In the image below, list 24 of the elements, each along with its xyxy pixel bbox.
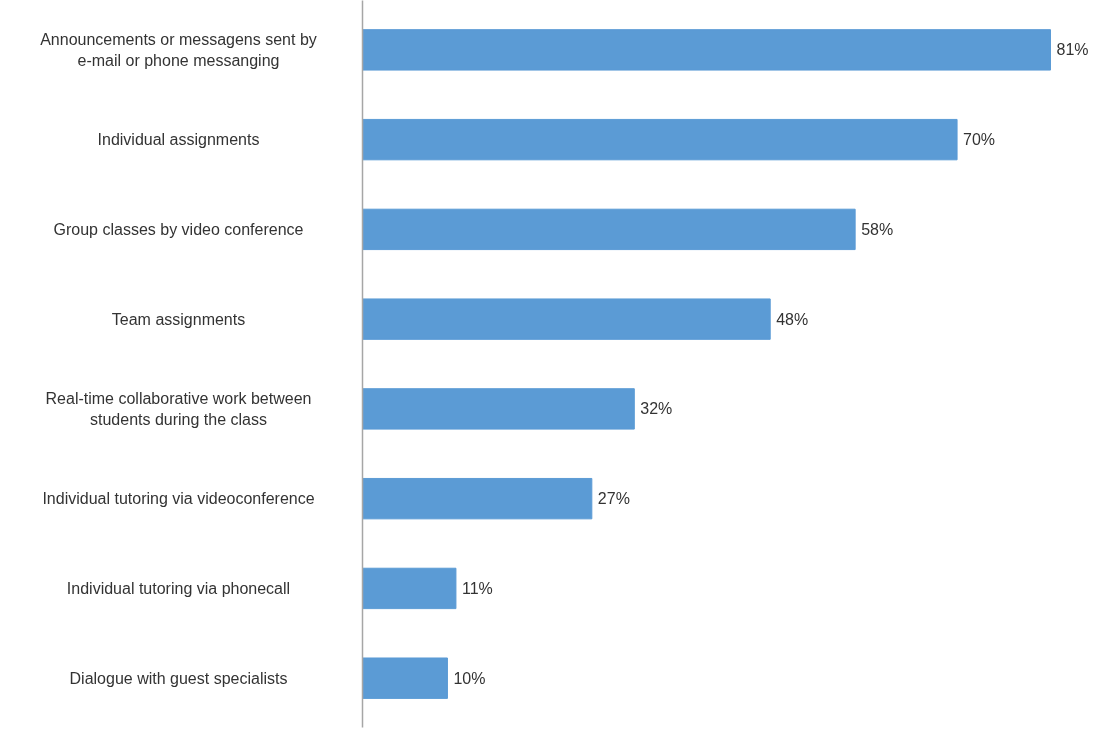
- y-tick-label: Individual tutoring via videoconference: [42, 490, 315, 508]
- bar: [362, 567, 457, 610]
- data-label: 70%: [963, 131, 996, 149]
- y-tick-label: Dialogue with guest specialists: [69, 669, 288, 687]
- bar: [362, 388, 635, 430]
- y-tick-label: Announcements or messagens sent by e-mail or phone messanging: [40, 30, 317, 69]
- data-label: 27%: [597, 490, 630, 508]
- data-label: 32%: [640, 400, 673, 418]
- y-tick-label: Group classes by video conference: [53, 220, 304, 238]
- data-label: 81%: [1056, 41, 1089, 59]
- y-tick-label: Individual tutoring via phonecall: [66, 579, 291, 597]
- y-tick-label: Team assignments: [111, 310, 246, 328]
- y-tick-label: Real-time collaborative work between students during the class: [45, 389, 312, 429]
- bar: [362, 298, 771, 340]
- bar: [362, 208, 856, 251]
- data-label: 10%: [453, 669, 486, 687]
- y-tick-label: Individual assignments: [97, 131, 260, 149]
- bar: [362, 657, 448, 699]
- data-label: 48%: [776, 310, 809, 328]
- bar: [362, 118, 958, 161]
- data-label: 58%: [861, 220, 894, 238]
- bar: [362, 477, 593, 520]
- bar: [362, 29, 1051, 71]
- data-label: 11%: [461, 579, 493, 597]
